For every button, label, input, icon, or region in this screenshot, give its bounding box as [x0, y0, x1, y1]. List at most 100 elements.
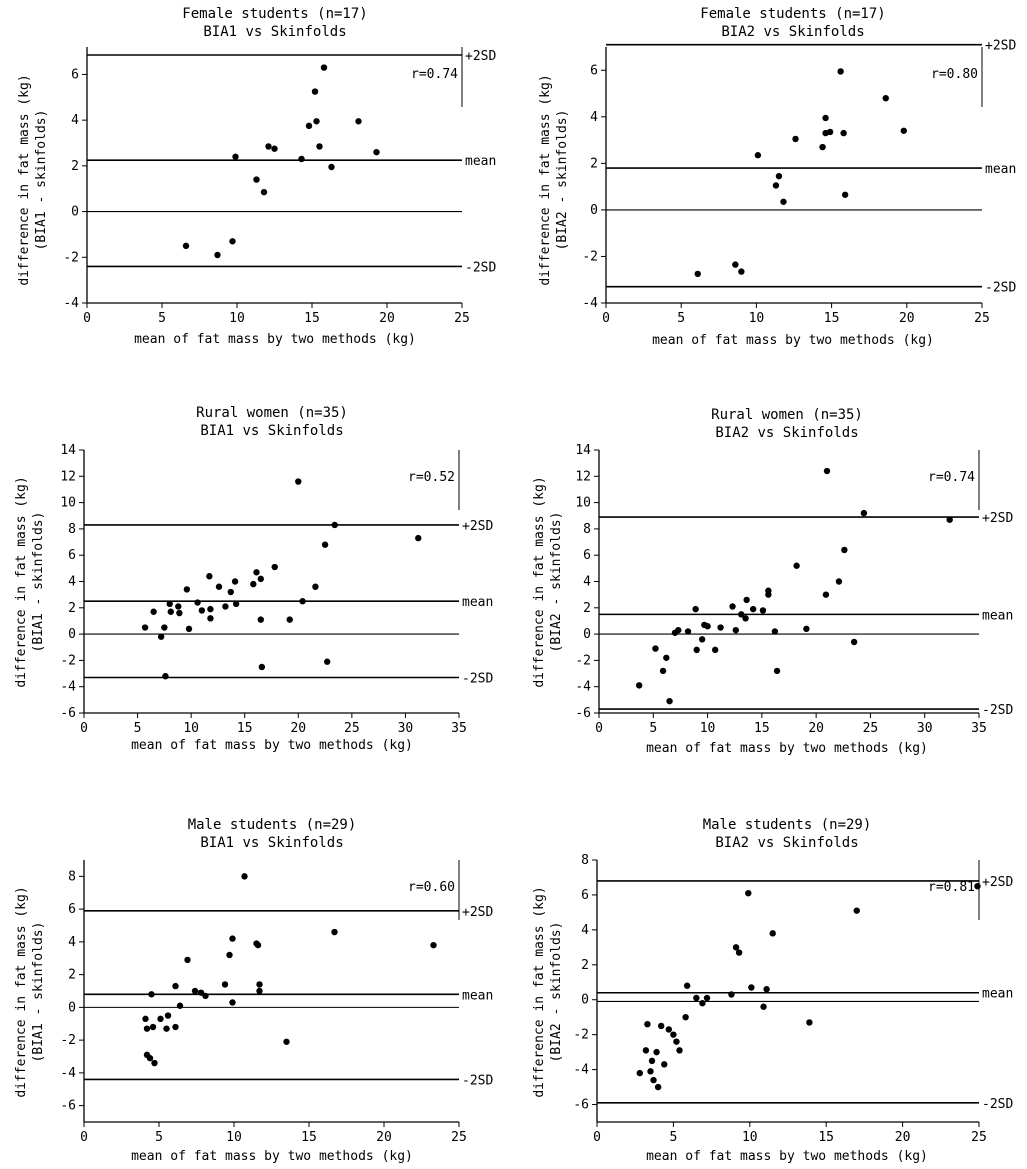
- data-point: [430, 941, 437, 949]
- y-tick-label: 6: [71, 67, 79, 82]
- y-axis-sublabel: (BIA1 - skinfolds): [31, 922, 46, 1063]
- data-point: [151, 1059, 158, 1067]
- y-tick-label: 0: [583, 627, 591, 642]
- correlation-label: r=0.80: [931, 67, 978, 82]
- data-point: [232, 153, 239, 160]
- data-point: [663, 654, 670, 661]
- y-tick-label: 2: [583, 601, 591, 616]
- data-point: [166, 600, 173, 608]
- data-point: [150, 608, 157, 615]
- data-point: [647, 1068, 654, 1075]
- data-point: [760, 1003, 767, 1010]
- data-point: [717, 624, 724, 631]
- data-point: [683, 982, 691, 989]
- data-point: [149, 1023, 157, 1031]
- y-tick-label: -4: [60, 1066, 76, 1081]
- data-point: [775, 172, 783, 180]
- line-label: +2SD: [462, 905, 493, 920]
- line-label: mean: [982, 987, 1013, 1002]
- data-point: [773, 667, 781, 675]
- data-point: [850, 638, 858, 646]
- data-point: [241, 873, 248, 880]
- data-point: [229, 999, 236, 1006]
- y-axis-sublabel: (BIA2 - skinfolds): [549, 922, 564, 1063]
- data-point: [763, 986, 770, 993]
- data-point: [692, 605, 699, 613]
- data-point: [232, 600, 240, 608]
- y-axis-label: difference in fat mass (kg): [17, 74, 32, 285]
- x-tick-label: 0: [602, 311, 610, 326]
- data-point: [185, 625, 193, 633]
- panel-subtitle: BIA1 vs Skinfolds: [203, 24, 346, 40]
- x-tick-label: 25: [971, 1130, 987, 1145]
- data-point: [194, 599, 201, 606]
- y-tick-label: 12: [60, 469, 76, 484]
- plot-area: 0 5 10 15 20 25 -6 -4 -2 0 2 4 6 8 +2SD mean -2SD r=0.81: [573, 853, 1013, 1145]
- data-point: [729, 603, 736, 610]
- y-tick-label: 6: [68, 548, 76, 563]
- data-point: [271, 563, 278, 571]
- y-tick-label: 10: [575, 496, 591, 511]
- data-point: [331, 521, 338, 529]
- y-tick-label: -2: [575, 653, 591, 668]
- data-point: [215, 583, 223, 590]
- y-tick-label: 4: [581, 923, 589, 938]
- y-tick-label: -4: [573, 1063, 589, 1078]
- x-tick-label: 5: [677, 311, 685, 326]
- y-tick-label: 2: [68, 968, 76, 983]
- y-tick-label: 12: [575, 469, 591, 484]
- panel-subtitle: BIA2 vs Skinfolds: [715, 835, 858, 851]
- data-point: [250, 580, 257, 588]
- data-point: [841, 191, 849, 198]
- data-point: [693, 994, 700, 1002]
- data-point: [148, 991, 155, 998]
- data-point: [653, 1048, 660, 1056]
- line-label: mean: [462, 595, 493, 610]
- correlation-label: r=0.81: [928, 880, 975, 895]
- data-point: [837, 68, 844, 75]
- data-point: [202, 992, 209, 1000]
- data-point: [176, 1002, 184, 1009]
- y-tick-label: -4: [575, 680, 591, 695]
- data-point: [635, 682, 643, 689]
- y-axis-sublabel: (BIA2 - skinfolds): [549, 512, 564, 653]
- data-point: [659, 667, 667, 675]
- data-point: [749, 605, 757, 613]
- y-tick-label: -6: [573, 1098, 589, 1113]
- y-tick-label: 0: [68, 1000, 76, 1015]
- y-tick-label: -6: [60, 1099, 76, 1114]
- data-point: [164, 1012, 172, 1019]
- data-point: [214, 251, 221, 259]
- plot-area: 0 5 10 15 20 25 30 35 -6 -4 -2 0 2 4 6 8 10 12 14 +2SD mean -…: [575, 443, 1013, 736]
- x-axis-label: mean of fat mass by two methods (kg): [131, 1149, 413, 1164]
- correlation-label: r=0.60: [408, 880, 455, 895]
- x-tick-label: 5: [669, 1130, 677, 1145]
- data-point: [162, 672, 169, 680]
- data-point: [313, 118, 320, 125]
- data-point: [650, 1076, 657, 1084]
- data-point: [298, 155, 305, 163]
- x-tick-label: 10: [229, 311, 245, 326]
- x-tick-label: 10: [700, 721, 716, 736]
- x-tick-label: 15: [304, 311, 320, 326]
- y-tick-label: -4: [582, 296, 598, 311]
- data-point: [703, 994, 711, 1002]
- data-point: [754, 152, 762, 159]
- x-axis-label: mean of fat mass by two methods (kg): [652, 333, 934, 348]
- data-point: [819, 143, 826, 151]
- x-tick-label: 25: [454, 311, 470, 326]
- panel-title: Rural women (n=35): [196, 405, 348, 421]
- data-point: [141, 624, 149, 631]
- y-tick-label: 2: [581, 958, 589, 973]
- y-tick-label: 4: [590, 110, 598, 125]
- data-point: [231, 578, 239, 585]
- data-point: [283, 1038, 290, 1045]
- data-point: [803, 625, 810, 633]
- data-point: [806, 1019, 813, 1026]
- x-tick-label: 20: [899, 311, 915, 326]
- data-point: [670, 1031, 677, 1038]
- panel-subtitle: BIA2 vs Skinfolds: [721, 24, 864, 40]
- panel-female-bia1: Female students (n=17) BIA1 vs Skinfolds…: [17, 6, 496, 347]
